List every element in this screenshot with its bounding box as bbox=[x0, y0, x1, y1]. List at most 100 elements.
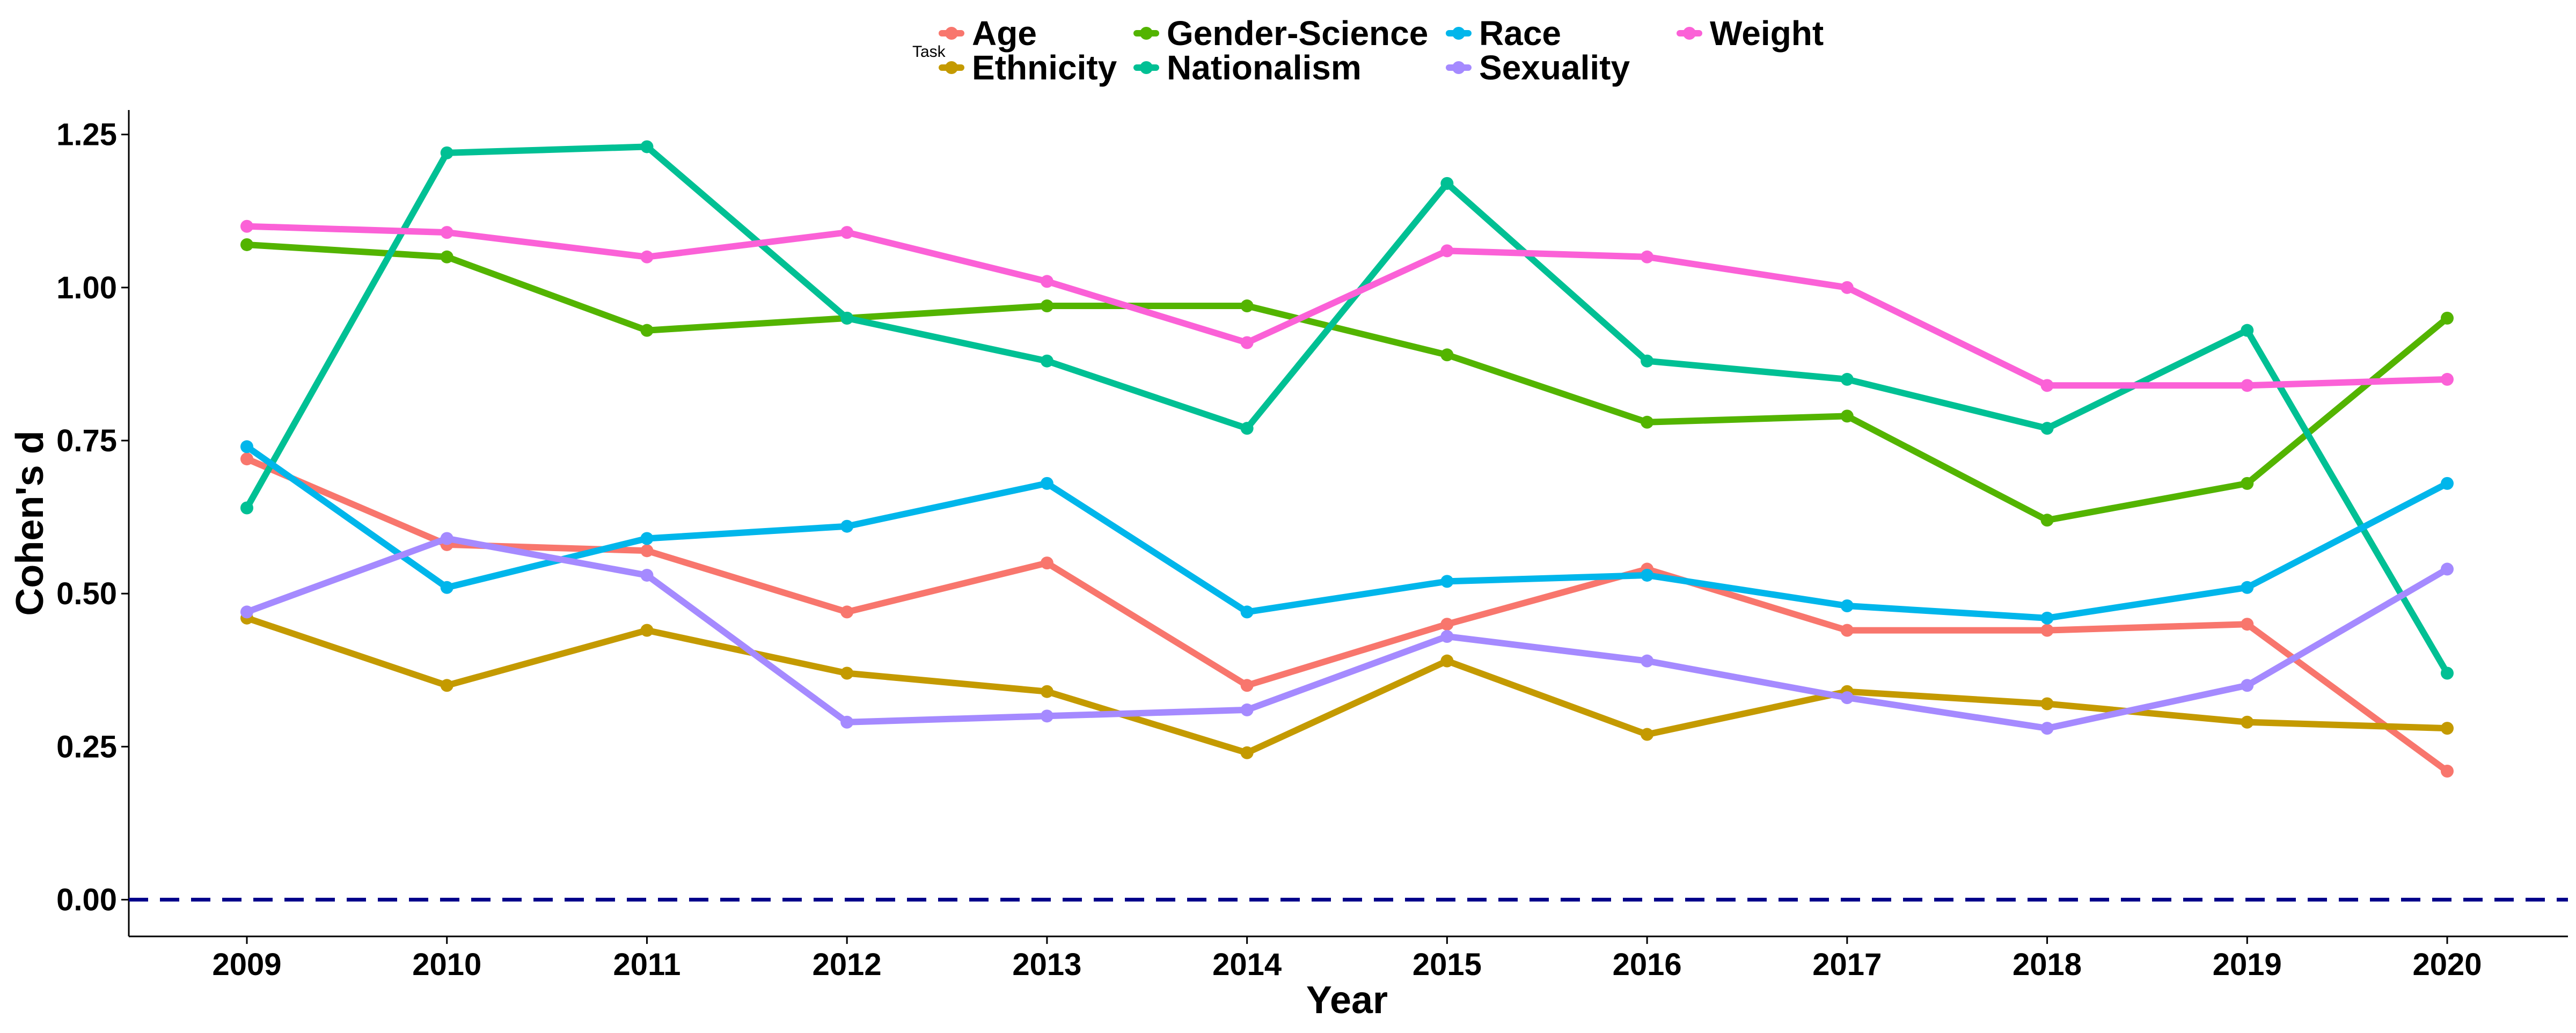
legend-key-age bbox=[939, 27, 964, 40]
legend-label-weight: Weight bbox=[1710, 14, 1824, 53]
legend-key-gender-science bbox=[1133, 27, 1159, 40]
data-point-race-2010 bbox=[440, 581, 453, 594]
data-point-race-2009 bbox=[240, 440, 253, 453]
y-tick-label: 0.00 bbox=[56, 883, 117, 918]
legend-title: Task bbox=[912, 43, 946, 61]
legend-key-marker bbox=[1452, 61, 1465, 74]
data-point-gender-science-2011 bbox=[640, 324, 654, 337]
series-nationalism bbox=[240, 140, 2454, 680]
data-point-age-2017 bbox=[1840, 624, 1854, 637]
legend-key-marker bbox=[945, 61, 958, 74]
data-point-weight-2010 bbox=[440, 226, 453, 239]
x-tick-label: 2019 bbox=[2213, 947, 2282, 982]
data-point-gender-science-2018 bbox=[2040, 514, 2054, 527]
data-point-age-2018 bbox=[2040, 624, 2054, 637]
x-tick-label: 2016 bbox=[1613, 947, 1682, 982]
data-point-weight-2014 bbox=[1240, 336, 1254, 349]
data-point-ethnicity-2013 bbox=[1040, 685, 1053, 698]
data-point-ethnicity-2018 bbox=[2040, 697, 2054, 710]
data-point-weight-2017 bbox=[1840, 281, 1854, 294]
data-point-nationalism-2010 bbox=[440, 146, 453, 159]
data-point-gender-science-2014 bbox=[1240, 299, 1254, 313]
data-point-nationalism-2012 bbox=[840, 311, 854, 325]
data-point-race-2012 bbox=[840, 519, 854, 533]
y-tick-label: 0.75 bbox=[56, 423, 117, 458]
data-point-ethnicity-2011 bbox=[640, 624, 654, 637]
data-point-nationalism-2020 bbox=[2441, 666, 2454, 680]
series-sexuality bbox=[240, 532, 2454, 735]
x-tick-label: 2017 bbox=[1812, 947, 1882, 982]
data-point-weight-2019 bbox=[2241, 379, 2254, 392]
data-point-ethnicity-2014 bbox=[1240, 746, 1254, 759]
data-point-age-2009 bbox=[240, 452, 253, 466]
data-point-sexuality-2017 bbox=[1840, 691, 1854, 705]
data-point-age-2014 bbox=[1240, 679, 1254, 692]
series-line-race bbox=[244, 443, 2450, 621]
legend-key-sexuality bbox=[1446, 61, 1472, 74]
series-race bbox=[240, 440, 2454, 625]
legend-key-marker bbox=[1140, 61, 1153, 74]
data-point-ethnicity-2019 bbox=[2241, 715, 2254, 729]
y-tick-label: 1.25 bbox=[56, 118, 117, 152]
data-point-ethnicity-2015 bbox=[1440, 654, 1454, 668]
plot-area: 0.00 0.25 0.50 0.75 1.00 1.25 2009 2010 2011 2012… bbox=[56, 110, 2568, 982]
data-point-race-2017 bbox=[1840, 599, 1854, 612]
data-point-gender-science-2019 bbox=[2241, 477, 2254, 490]
legend-key-weight bbox=[1677, 27, 1702, 40]
legend-key-marker bbox=[1140, 27, 1153, 40]
data-point-nationalism-2017 bbox=[1840, 372, 1854, 386]
data-point-race-2011 bbox=[640, 532, 654, 545]
data-point-weight-2009 bbox=[240, 219, 253, 233]
series-age bbox=[240, 452, 2454, 778]
data-point-sexuality-2010 bbox=[440, 532, 453, 545]
data-point-sexuality-2020 bbox=[2441, 562, 2454, 576]
data-point-nationalism-2018 bbox=[2040, 422, 2054, 435]
data-point-race-2019 bbox=[2241, 581, 2254, 594]
data-point-sexuality-2018 bbox=[2040, 722, 2054, 735]
legend-key-marker bbox=[1683, 27, 1696, 40]
data-point-gender-science-2013 bbox=[1040, 299, 1053, 313]
x-tick-label: 2014 bbox=[1212, 947, 1282, 982]
data-point-weight-2016 bbox=[1641, 250, 1654, 263]
data-point-ethnicity-2010 bbox=[440, 679, 453, 692]
legend-key-marker bbox=[1452, 27, 1465, 40]
data-point-sexuality-2016 bbox=[1641, 654, 1654, 668]
series-line-nationalism bbox=[244, 143, 2450, 677]
data-point-ethnicity-2020 bbox=[2441, 722, 2454, 735]
data-point-gender-science-2015 bbox=[1440, 348, 1454, 362]
data-point-gender-science-2016 bbox=[1641, 415, 1654, 429]
x-axis-label: Year bbox=[1306, 979, 1388, 1022]
data-point-race-2016 bbox=[1641, 568, 1654, 582]
x-tick-label: 2018 bbox=[2012, 947, 2082, 982]
data-point-age-2020 bbox=[2441, 765, 2454, 778]
data-point-gender-science-2010 bbox=[440, 250, 453, 263]
data-point-race-2013 bbox=[1040, 477, 1053, 490]
data-point-race-2020 bbox=[2441, 477, 2454, 490]
data-point-nationalism-2019 bbox=[2241, 324, 2254, 337]
data-point-sexuality-2015 bbox=[1440, 630, 1454, 643]
data-point-sexuality-2012 bbox=[840, 715, 854, 729]
data-point-nationalism-2016 bbox=[1641, 354, 1654, 368]
legend-label-nationalism: Nationalism bbox=[1167, 48, 1362, 87]
data-point-age-2012 bbox=[840, 605, 854, 619]
x-tick-label: 2015 bbox=[1413, 947, 1482, 982]
data-point-ethnicity-2016 bbox=[1641, 728, 1654, 741]
series-ethnicity bbox=[240, 611, 2454, 759]
data-point-weight-2013 bbox=[1040, 275, 1053, 288]
data-point-nationalism-2013 bbox=[1040, 354, 1053, 368]
x-tick-label: 2020 bbox=[2412, 947, 2482, 982]
y-axis-label: Cohen's d bbox=[9, 430, 52, 616]
data-point-race-2018 bbox=[2040, 611, 2054, 625]
data-point-age-2011 bbox=[640, 544, 654, 558]
data-point-gender-science-2020 bbox=[2441, 311, 2454, 325]
series-line-sexuality bbox=[244, 535, 2450, 732]
legend-key-nationalism bbox=[1133, 61, 1159, 74]
series-weight bbox=[240, 219, 2454, 392]
data-point-weight-2012 bbox=[840, 226, 854, 239]
data-point-sexuality-2013 bbox=[1040, 709, 1053, 723]
data-point-gender-science-2017 bbox=[1840, 409, 1854, 423]
data-point-sexuality-2014 bbox=[1240, 703, 1254, 716]
data-point-age-2013 bbox=[1040, 556, 1053, 570]
